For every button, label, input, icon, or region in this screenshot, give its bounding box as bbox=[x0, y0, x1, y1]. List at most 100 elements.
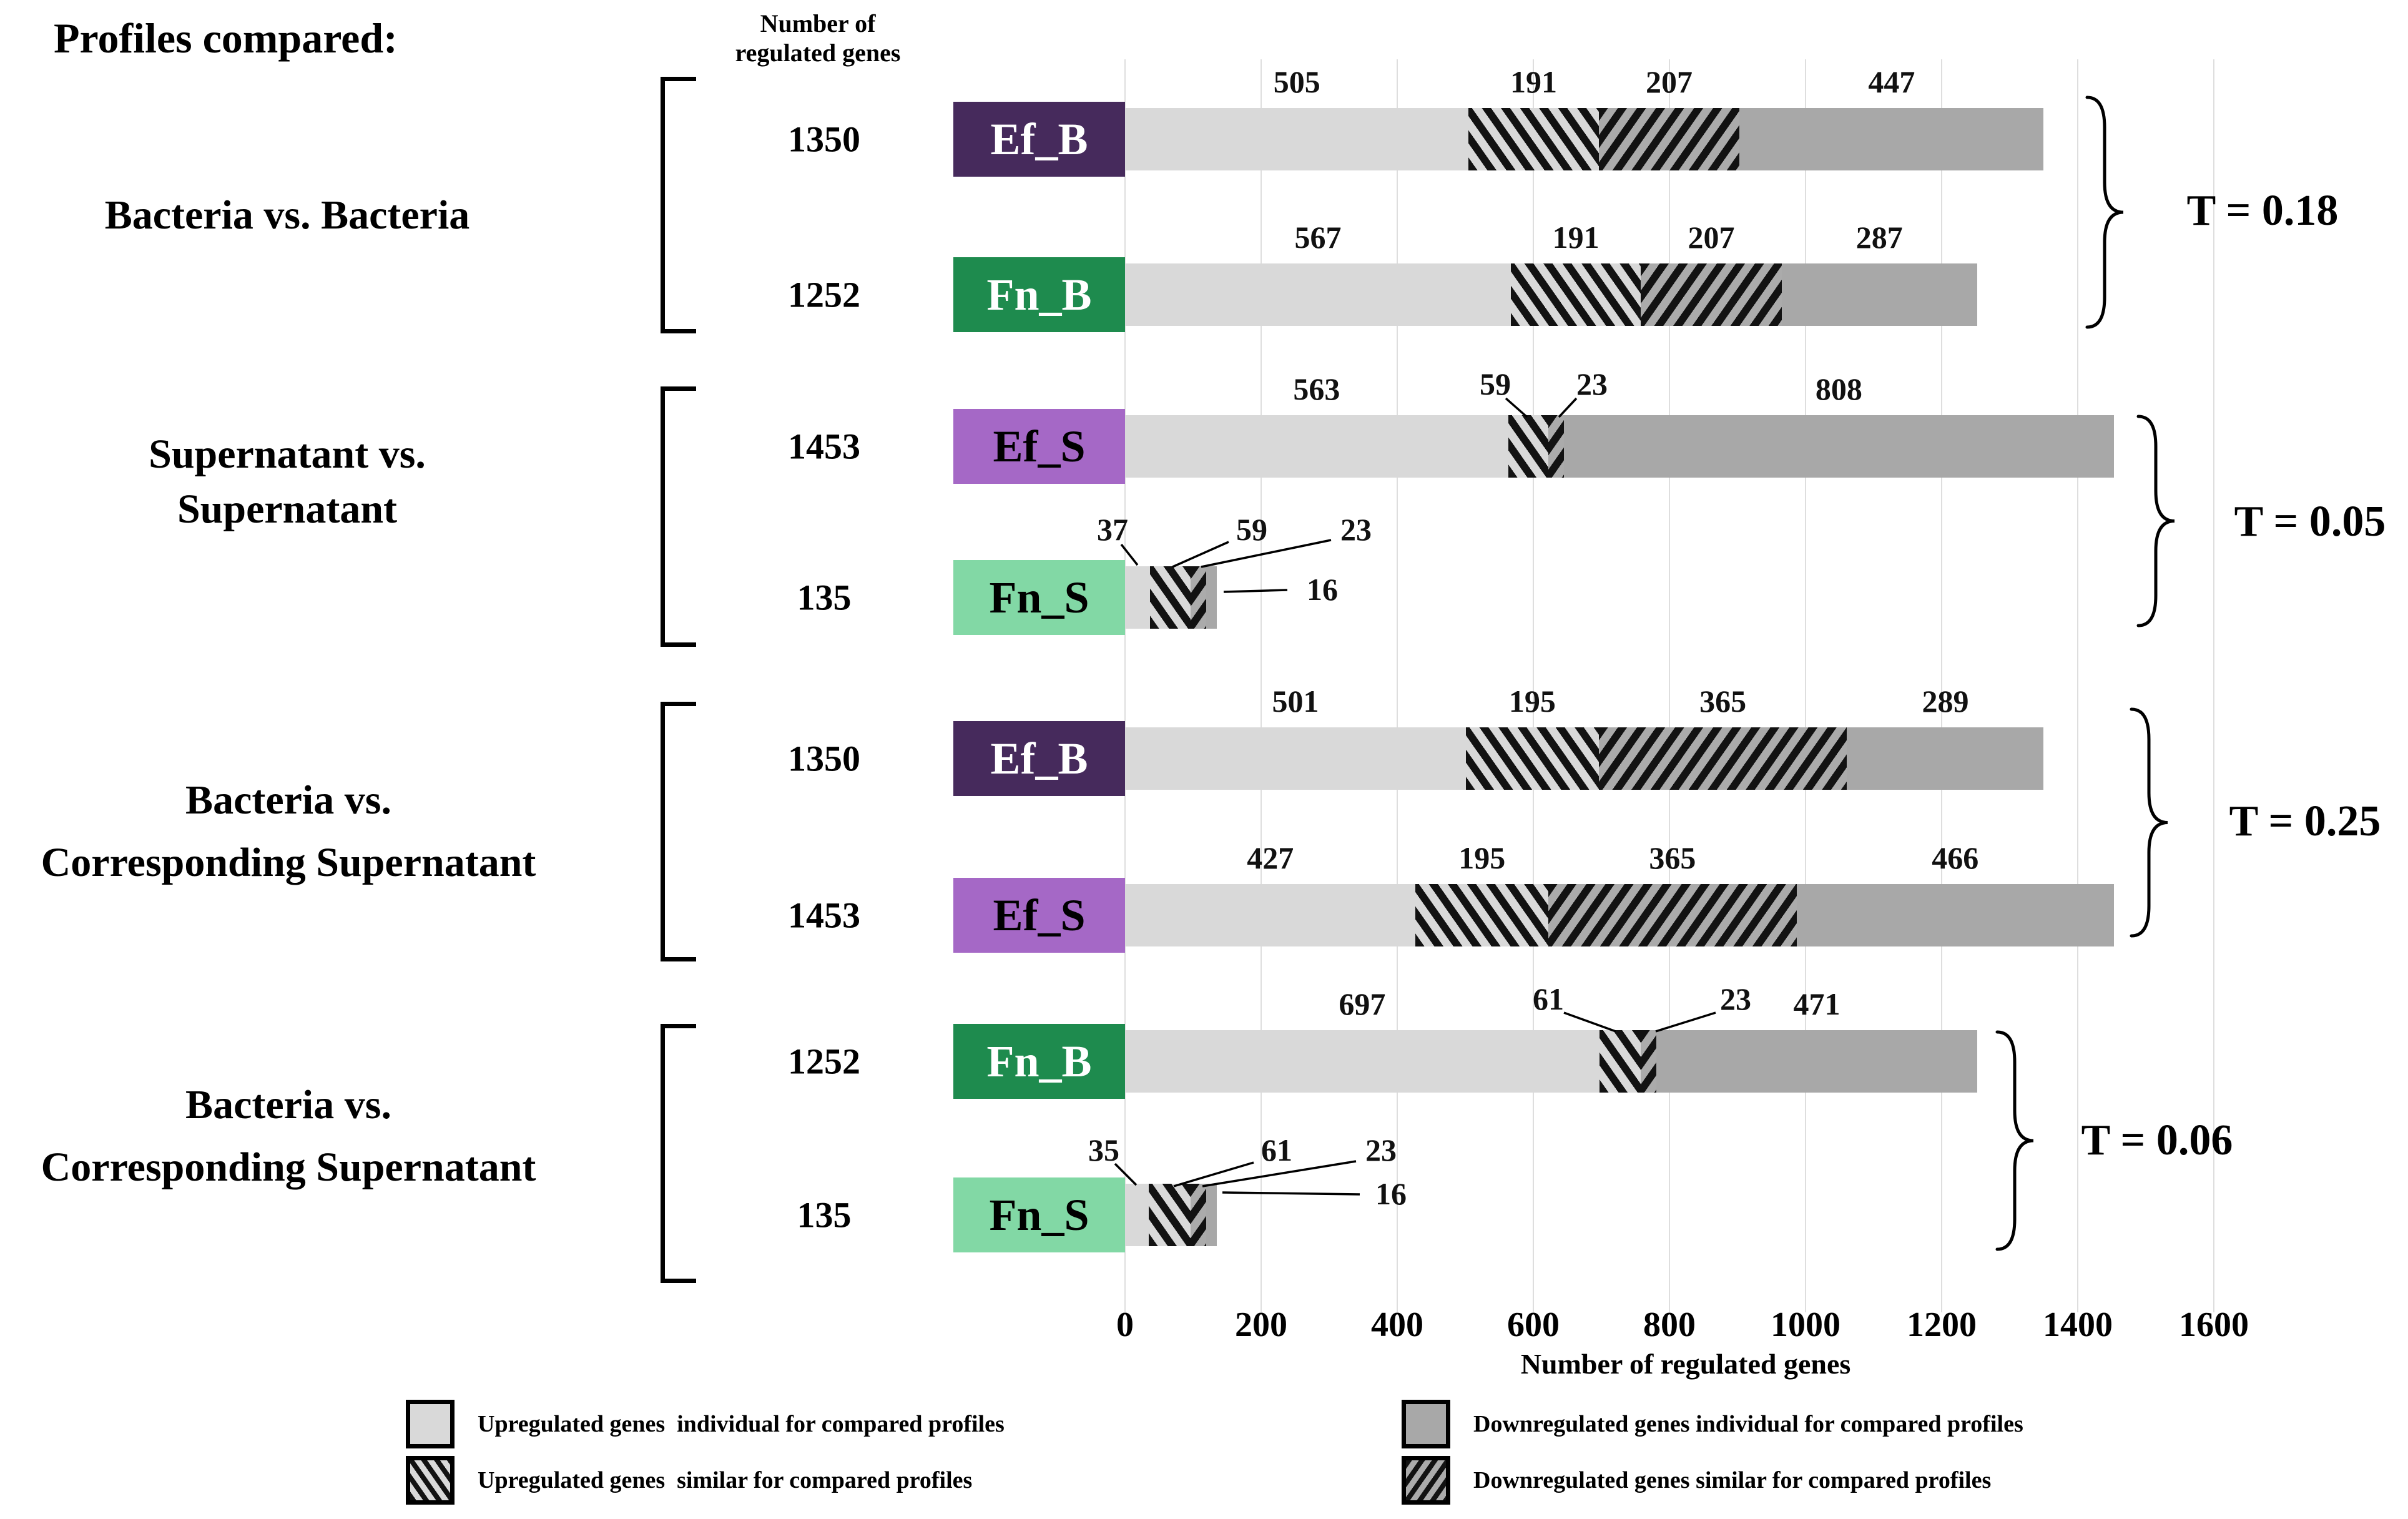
bar-segment-down_individual bbox=[1656, 1030, 1977, 1093]
legend-label: Upregulated genes similar for compared p… bbox=[478, 1467, 973, 1493]
segment-value-label: 16 bbox=[1375, 1176, 1407, 1211]
callout-leader-line bbox=[1655, 1011, 1716, 1033]
segment-value-label: 808 bbox=[1815, 371, 1862, 406]
legend-swatch-down_individual bbox=[1402, 1400, 1450, 1448]
bar-segment-down_similar bbox=[1598, 108, 1740, 170]
bar-segment-up_similar bbox=[1150, 566, 1191, 629]
segment-value-label: 61 bbox=[1261, 1133, 1292, 1168]
callout-leader-line bbox=[1173, 1161, 1254, 1187]
bar-segment-down_individual bbox=[1796, 884, 2114, 946]
group-label-line: Bacteria vs. Bacteria bbox=[104, 192, 470, 238]
legend-swatch-up_individual bbox=[406, 1400, 455, 1448]
row-tag-Fn_B: Fn_B bbox=[953, 257, 1125, 332]
row-total-label: 1252 bbox=[788, 1041, 860, 1082]
bar-segment-down_similar bbox=[1598, 727, 1847, 790]
gridline bbox=[2213, 59, 2214, 1312]
gridline bbox=[1397, 59, 1398, 1312]
threshold-label: T = 0.05 bbox=[2234, 498, 2386, 546]
row-tag-label: Fn_B bbox=[986, 269, 1092, 320]
segment-value-label: 191 bbox=[1510, 64, 1558, 99]
bar-segment-down_individual bbox=[1206, 1184, 1217, 1246]
segment-value-label: 59 bbox=[1236, 512, 1267, 547]
x-axis-title: Number of regulated genes bbox=[1520, 1348, 1851, 1380]
callout-leader-line bbox=[1558, 397, 1578, 418]
bar-segment-up_similar bbox=[1599, 1030, 1641, 1093]
bar-segment-down_similar bbox=[1548, 415, 1565, 478]
gridline bbox=[1941, 59, 1942, 1312]
segment-value-label: 471 bbox=[1793, 986, 1840, 1021]
segment-value-label: 697 bbox=[1339, 986, 1386, 1021]
bar-segment-down_similar bbox=[1548, 884, 1797, 946]
bar-segment-down_individual bbox=[1739, 108, 2044, 170]
bar-segment-down_individual bbox=[1847, 727, 2044, 790]
threshold-label: T = 0.25 bbox=[2229, 797, 2381, 845]
x-axis-tick-label: 1200 bbox=[1907, 1305, 1977, 1344]
legend-label: Upregulated genes individual for compare… bbox=[478, 1411, 1005, 1437]
group-brace bbox=[2130, 707, 2168, 938]
callout-leader-line bbox=[1563, 1011, 1616, 1033]
segment-value-label: 207 bbox=[1688, 220, 1735, 255]
row-tag-Ef_B: Ef_B bbox=[953, 102, 1125, 177]
segment-value-label: 59 bbox=[1480, 366, 1511, 401]
bar-segment-down_similar bbox=[1641, 263, 1782, 326]
bar-segment-up_similar bbox=[1511, 263, 1641, 326]
x-axis-tick-label: 400 bbox=[1371, 1305, 1423, 1344]
segment-value-label: 61 bbox=[1533, 981, 1564, 1016]
gridline bbox=[1669, 59, 1670, 1312]
bar-segment-up_individual bbox=[1125, 727, 1467, 790]
bar-segment-up_individual bbox=[1125, 884, 1416, 946]
row-tag-label: Ef_S bbox=[993, 890, 1086, 940]
row-tag-Ef_B: Ef_B bbox=[953, 721, 1125, 796]
bar-segment-up_similar bbox=[1508, 415, 1548, 478]
group-brace bbox=[2085, 96, 2124, 329]
segment-value-label: 289 bbox=[1922, 684, 1969, 719]
row-tag-label: Ef_S bbox=[993, 421, 1086, 471]
bar-segment-up_individual bbox=[1125, 108, 1469, 170]
row-tag-label: Fn_S bbox=[989, 1189, 1089, 1240]
x-axis-tick-label: 200 bbox=[1235, 1305, 1287, 1344]
group-label-line: Corresponding Supernatant bbox=[41, 840, 536, 885]
bar-segment-down_similar bbox=[1190, 566, 1206, 629]
bar-segment-up_similar bbox=[1415, 884, 1548, 946]
threshold-label: T = 0.06 bbox=[2081, 1116, 2233, 1164]
segment-value-label: 23 bbox=[1340, 512, 1372, 547]
x-axis-tick-label: 800 bbox=[1643, 1305, 1696, 1344]
gridline bbox=[1261, 59, 1262, 1312]
row-tag-Ef_S: Ef_S bbox=[953, 878, 1125, 953]
column-header-line1: Number of bbox=[760, 9, 876, 37]
segment-value-label: 287 bbox=[1855, 220, 1903, 255]
group-bracket bbox=[661, 386, 696, 647]
group-label-line: Bacteria vs. bbox=[185, 1082, 391, 1128]
group-label-line: Corresponding Supernatant bbox=[41, 1144, 536, 1190]
legend-label: Downregulated genes similar for compared… bbox=[1473, 1467, 1992, 1493]
segment-value-label: 501 bbox=[1272, 684, 1319, 719]
group-label-line: Supernatant bbox=[177, 486, 398, 532]
x-axis-tick-label: 1600 bbox=[2179, 1305, 2249, 1344]
page-title: Profiles compared: bbox=[54, 14, 398, 62]
segment-value-label: 207 bbox=[1645, 64, 1693, 99]
segment-value-label: 35 bbox=[1088, 1133, 1119, 1168]
bar-segment-up_similar bbox=[1149, 1184, 1191, 1246]
group-label: Bacteria vs. Bacteria bbox=[105, 188, 470, 243]
x-axis-tick-label: 0 bbox=[1116, 1305, 1134, 1344]
legend-swatch-down_similar bbox=[1402, 1456, 1450, 1505]
group-brace bbox=[2136, 415, 2175, 627]
segment-value-label: 427 bbox=[1247, 840, 1294, 875]
x-axis-tick-label: 1400 bbox=[2043, 1305, 2113, 1344]
segment-value-label: 37 bbox=[1097, 512, 1128, 547]
group-label: Bacteria vs. Corresponding Supernatant bbox=[41, 769, 536, 894]
row-tag-label: Ef_B bbox=[990, 114, 1088, 164]
bar-segment-up_individual bbox=[1125, 415, 1508, 478]
row-tag-label: Fn_S bbox=[989, 572, 1089, 622]
bar-segment-up_similar bbox=[1468, 108, 1599, 170]
segment-value-label: 23 bbox=[1365, 1133, 1397, 1168]
row-total-label: 135 bbox=[797, 1194, 852, 1236]
row-total-label: 1252 bbox=[788, 274, 860, 315]
bar-segment-down_similar bbox=[1641, 1030, 1657, 1093]
bar-segment-down_individual bbox=[1206, 566, 1217, 629]
bar-segment-up_individual bbox=[1125, 566, 1151, 629]
segment-value-label: 365 bbox=[1699, 684, 1747, 719]
gridline bbox=[1124, 59, 1126, 1312]
group-bracket bbox=[661, 1024, 696, 1283]
gridline bbox=[2077, 59, 2078, 1312]
